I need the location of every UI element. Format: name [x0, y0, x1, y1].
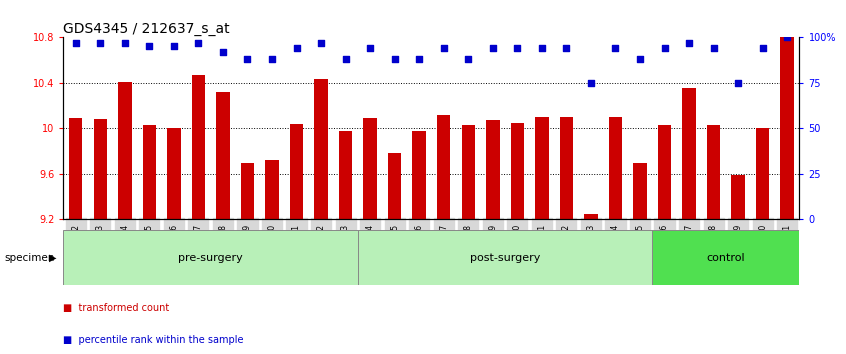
- Bar: [683, 88, 695, 219]
- Bar: [358, 230, 652, 285]
- Text: GDS4345 / 212637_s_at: GDS4345 / 212637_s_at: [63, 22, 230, 36]
- Bar: [388, 153, 401, 219]
- Bar: [462, 125, 475, 219]
- Point: [437, 45, 450, 51]
- Bar: [143, 125, 156, 219]
- Bar: [585, 214, 597, 219]
- Point: [118, 40, 131, 45]
- Point: [240, 56, 254, 62]
- Point: [657, 45, 671, 51]
- Point: [167, 44, 180, 49]
- Point: [584, 80, 597, 86]
- Bar: [437, 115, 450, 219]
- Bar: [217, 92, 229, 219]
- Bar: [652, 230, 799, 285]
- Bar: [364, 118, 376, 219]
- Point: [633, 56, 646, 62]
- Point: [265, 56, 278, 62]
- Bar: [339, 131, 352, 219]
- Text: ▶: ▶: [49, 252, 57, 263]
- Text: post-surgery: post-surgery: [470, 252, 541, 263]
- Point: [559, 45, 573, 51]
- Bar: [609, 117, 622, 219]
- Point: [608, 45, 622, 51]
- Bar: [315, 79, 327, 219]
- Point: [191, 40, 205, 45]
- Bar: [118, 82, 131, 219]
- Bar: [634, 162, 646, 219]
- Point: [387, 56, 401, 62]
- Bar: [732, 175, 744, 219]
- Point: [486, 45, 499, 51]
- Bar: [536, 117, 548, 219]
- Bar: [511, 122, 524, 219]
- Bar: [63, 230, 358, 285]
- Point: [142, 44, 156, 49]
- Point: [314, 40, 327, 45]
- Point: [510, 45, 524, 51]
- Text: control: control: [706, 252, 745, 263]
- Bar: [69, 118, 82, 219]
- Point: [755, 45, 769, 51]
- Bar: [290, 124, 303, 219]
- Bar: [756, 129, 769, 219]
- Bar: [94, 119, 107, 219]
- Point: [93, 40, 107, 45]
- Bar: [192, 75, 205, 219]
- Bar: [781, 37, 794, 219]
- Bar: [241, 162, 254, 219]
- Point: [338, 56, 352, 62]
- Bar: [266, 160, 278, 219]
- Point: [706, 45, 720, 51]
- Text: pre-surgery: pre-surgery: [179, 252, 243, 263]
- Point: [535, 45, 548, 51]
- Text: specimen: specimen: [4, 252, 55, 263]
- Point: [363, 45, 376, 51]
- Point: [289, 45, 303, 51]
- Point: [412, 56, 426, 62]
- Point: [780, 34, 794, 40]
- Point: [731, 80, 744, 86]
- Point: [216, 49, 229, 55]
- Bar: [560, 117, 573, 219]
- Point: [69, 40, 82, 45]
- Bar: [658, 125, 671, 219]
- Point: [461, 56, 475, 62]
- Text: ■  transformed count: ■ transformed count: [63, 303, 170, 313]
- Bar: [168, 129, 180, 219]
- Bar: [707, 125, 720, 219]
- Bar: [413, 131, 426, 219]
- Point: [682, 40, 695, 45]
- Bar: [486, 120, 499, 219]
- Text: ■  percentile rank within the sample: ■ percentile rank within the sample: [63, 335, 244, 345]
